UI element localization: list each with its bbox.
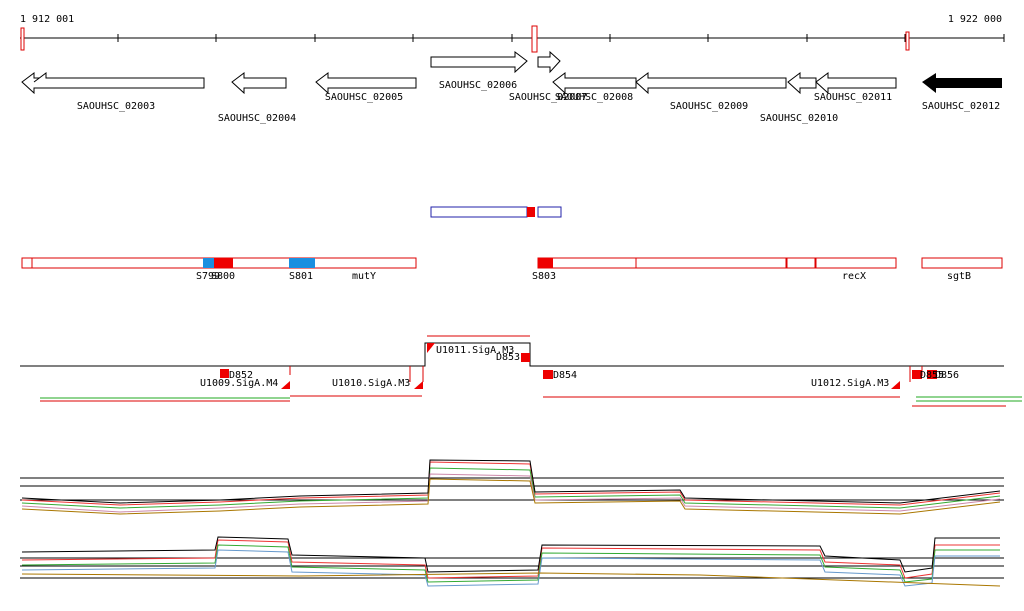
ruler: 1 912 001 1 922 000 <box>20 14 1005 53</box>
gene <box>315 72 417 95</box>
gene-label: SAOUHSC_02011 <box>814 92 892 103</box>
gene <box>231 72 287 95</box>
gene <box>922 73 1002 93</box>
expression-track <box>20 459 1004 587</box>
gene-label: SAOUHSC_02008 <box>555 92 633 103</box>
transcript-track: U1011.SigA.M3 D853 D852 U1009.SigA.M4 U1… <box>20 335 1022 407</box>
gene <box>787 72 817 95</box>
feature-label: sgtB <box>947 271 971 282</box>
transcript-label: D855 <box>920 370 944 381</box>
feature-label: S801 <box>289 271 313 282</box>
feature-label: S803 <box>532 271 556 282</box>
ruler-start: 1 912 001 <box>20 14 74 25</box>
gene-label: SAOUHSC_02006 <box>439 80 517 91</box>
gene-label: SAOUHSC_02009 <box>670 101 748 112</box>
transcript-label: U1011.SigA.M3 <box>436 345 514 356</box>
transcript-label: D853 <box>496 352 520 363</box>
operon-track <box>430 206 562 218</box>
transcript-label: U1009.SigA.M4 <box>200 378 278 389</box>
transcript-label: D854 <box>553 370 577 381</box>
transcript-label: D852 <box>229 370 253 381</box>
ruler-end: 1 922 000 <box>948 14 1002 25</box>
transcript-label: U1010.SigA.M3 <box>332 378 410 389</box>
gene-label: SAOUHSC_02007 <box>509 92 587 103</box>
gene <box>537 50 561 74</box>
gene-label: SAOUHSC_02010 <box>760 113 838 124</box>
gene-label: SAOUHSC_02005 <box>325 92 403 103</box>
gene-track: SAOUHSC_02003 SAOUHSC_02004 SAOUHSC_0200… <box>21 50 1002 124</box>
gene-label: SAOUHSC_02012 <box>922 101 1000 112</box>
feature-track: S799 S800 S801 mutY S803 recX sgtB <box>21 257 1003 282</box>
gene-label: SAOUHSC_02004 <box>218 113 296 124</box>
gene <box>635 72 787 95</box>
feature-label: recX <box>842 271 866 282</box>
gene <box>815 72 897 95</box>
feature-label: S799 <box>196 271 220 282</box>
gene <box>430 51 528 74</box>
transcript-label: D856 <box>935 370 959 381</box>
transcript-label: U1012.SigA.M3 <box>811 378 889 389</box>
gene <box>21 72 205 95</box>
feature-label: S800 <box>211 271 235 282</box>
gene-label: SAOUHSC_02003 <box>77 101 155 112</box>
gene <box>552 72 637 95</box>
feature-label: mutY <box>352 271 376 282</box>
